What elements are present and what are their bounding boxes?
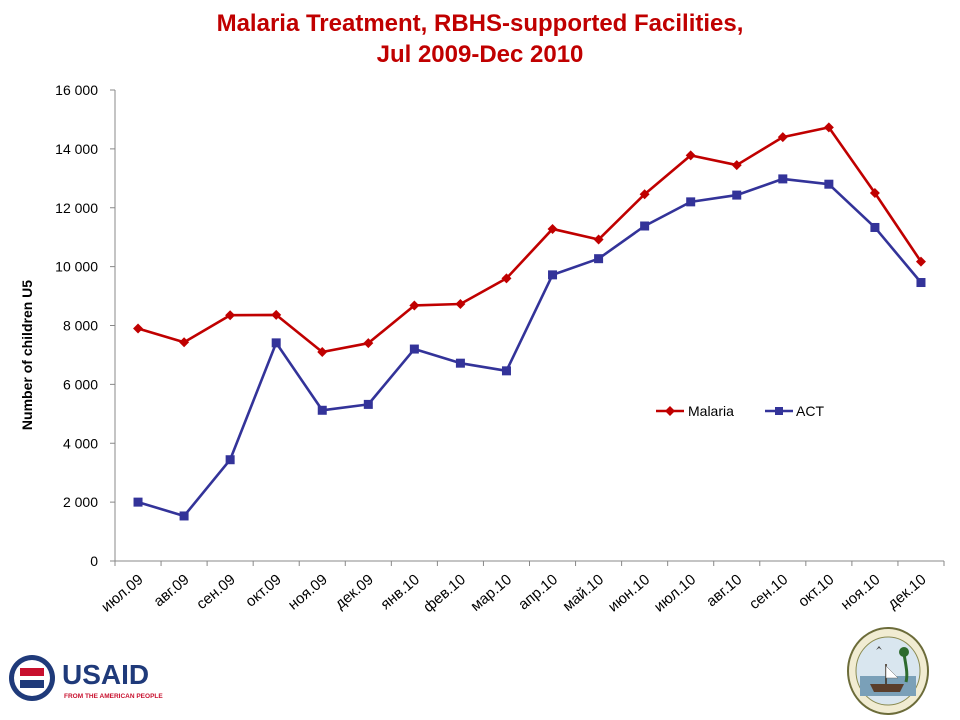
x-tick-label: дек.09 (332, 571, 377, 613)
y-tick-label: 16 000 (55, 82, 98, 98)
chart-title: Malaria Treatment, RBHS-supported Facili… (0, 8, 960, 70)
data-point-malaria (915, 256, 926, 267)
series-line-act (137, 177, 922, 518)
y-tick-label: 0 (90, 553, 98, 569)
legend-label-act: ACT (796, 403, 824, 419)
y-axis-label: Number of children U5 (19, 280, 35, 430)
x-tick-label: сен.09 (193, 571, 238, 613)
x-tick-label: апр.10 (515, 571, 561, 613)
y-axis-ticks: 0 2 000 4 000 6 000 8 000 10 000 12 000 14 000 1… (55, 82, 115, 569)
data-point-act (271, 338, 281, 348)
x-tick-label: июл.10 (651, 571, 699, 615)
legend-label-malaria: Malaria (688, 403, 734, 419)
y-tick-label: 12 000 (55, 200, 98, 216)
x-tick-label: июл.09 (98, 571, 146, 615)
x-tick-label: май.10 (560, 571, 608, 615)
x-tick-label: авг.09 (150, 571, 192, 610)
data-point-malaria (409, 300, 420, 311)
y-tick-label: 6 000 (63, 376, 98, 392)
y-tick-label: 10 000 (55, 259, 98, 275)
data-point-malaria (179, 337, 190, 348)
chart-title-line2: Jul 2009-Dec 2010 (376, 41, 584, 68)
data-point-malaria (363, 338, 374, 349)
data-point-malaria (133, 323, 144, 334)
x-tick-label: дек.10 (885, 571, 930, 613)
x-tick-label: фев.10 (420, 571, 469, 616)
data-point-act (594, 254, 604, 264)
data-point-malaria (731, 160, 742, 171)
data-point-act (363, 399, 373, 409)
usaid-tagline: FROM THE AMERICAN PEOPLE (64, 693, 163, 700)
usaid-logo: USAID FROM THE AMERICAN PEOPLE (9, 655, 163, 701)
x-tick-label: ноя.10 (838, 571, 884, 613)
data-point-malaria (777, 132, 788, 143)
data-point-malaria (455, 299, 466, 310)
y-tick-label: 8 000 (63, 318, 98, 334)
data-point-malaria (685, 150, 696, 161)
data-point-act (916, 278, 926, 288)
x-tick-label: июн.10 (605, 571, 653, 615)
data-point-act (455, 358, 465, 368)
data-point-act (824, 179, 834, 189)
y-tick-label: 2 000 (63, 494, 98, 510)
x-tick-label: авг.10 (703, 571, 745, 610)
data-point-malaria (271, 309, 282, 320)
x-tick-label: янв.10 (377, 571, 423, 613)
liberia-seal-logo (847, 627, 929, 715)
data-point-act (133, 497, 143, 507)
data-point-malaria (639, 189, 650, 200)
data-point-act (732, 190, 742, 200)
x-tick-label: ноя.09 (285, 571, 331, 613)
data-point-act (778, 174, 788, 184)
legend-marker-act (775, 407, 783, 415)
data-point-malaria (547, 223, 558, 234)
data-point-malaria (593, 234, 604, 245)
x-tick-label: окт.09 (242, 571, 284, 610)
data-point-malaria (317, 346, 328, 357)
chart-legend: Malaria ACT (642, 380, 842, 442)
chart-title-line1: Malaria Treatment, RBHS-supported Facili… (216, 10, 744, 37)
data-point-act (225, 455, 235, 465)
data-point-malaria (501, 273, 512, 284)
data-point-act (179, 511, 189, 521)
series-malaria (133, 122, 926, 357)
data-point-malaria (869, 188, 880, 199)
y-tick-label: 4 000 (63, 435, 98, 451)
legend-marker-malaria (665, 406, 675, 416)
data-point-act (548, 270, 558, 280)
x-tick-label: мар.10 (467, 571, 515, 615)
data-point-malaria (823, 122, 834, 133)
data-point-malaria (225, 310, 236, 321)
series-lines (133, 122, 926, 521)
series-line-malaria (137, 126, 923, 354)
data-point-act (870, 222, 880, 232)
x-tick-label: сен.10 (746, 571, 791, 613)
data-point-act (686, 197, 696, 207)
x-tick-label: окт.10 (795, 571, 837, 610)
data-point-act (640, 221, 650, 231)
x-axis-ticks: июл.09 авг.09 сен.09 окт.09 ноя.09 дек.09 янв.… (98, 561, 945, 616)
data-point-act (501, 366, 511, 376)
y-tick-label: 14 000 (55, 141, 98, 157)
data-point-act (409, 344, 419, 354)
data-point-act (317, 405, 327, 415)
series-act (133, 174, 926, 521)
usaid-wordmark: USAID (62, 659, 149, 690)
